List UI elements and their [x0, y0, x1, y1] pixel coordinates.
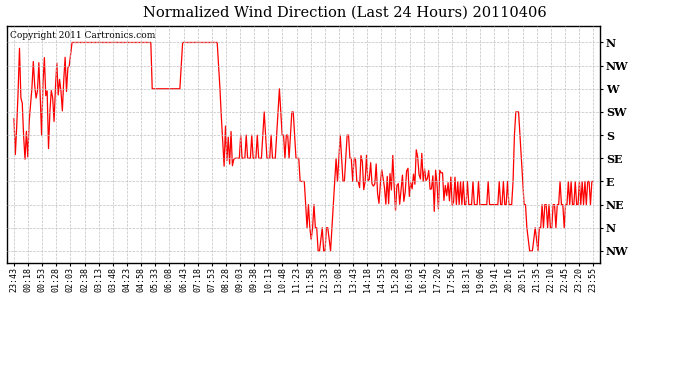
Text: Normalized Wind Direction (Last 24 Hours) 20110406: Normalized Wind Direction (Last 24 Hours…: [143, 6, 547, 20]
Text: Copyright 2011 Cartronics.com: Copyright 2011 Cartronics.com: [10, 31, 155, 40]
